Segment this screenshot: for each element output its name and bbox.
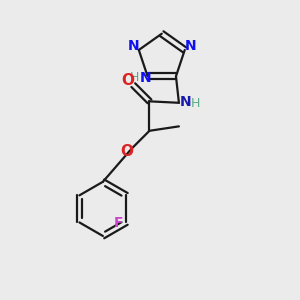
Text: H: H: [130, 70, 140, 83]
Text: N: N: [140, 71, 151, 85]
Text: N: N: [127, 39, 139, 53]
Text: N: N: [184, 39, 196, 53]
Text: O: O: [120, 144, 133, 159]
Text: F: F: [113, 216, 123, 230]
Text: O: O: [121, 73, 134, 88]
Text: N: N: [180, 94, 191, 109]
Text: H: H: [191, 97, 200, 110]
